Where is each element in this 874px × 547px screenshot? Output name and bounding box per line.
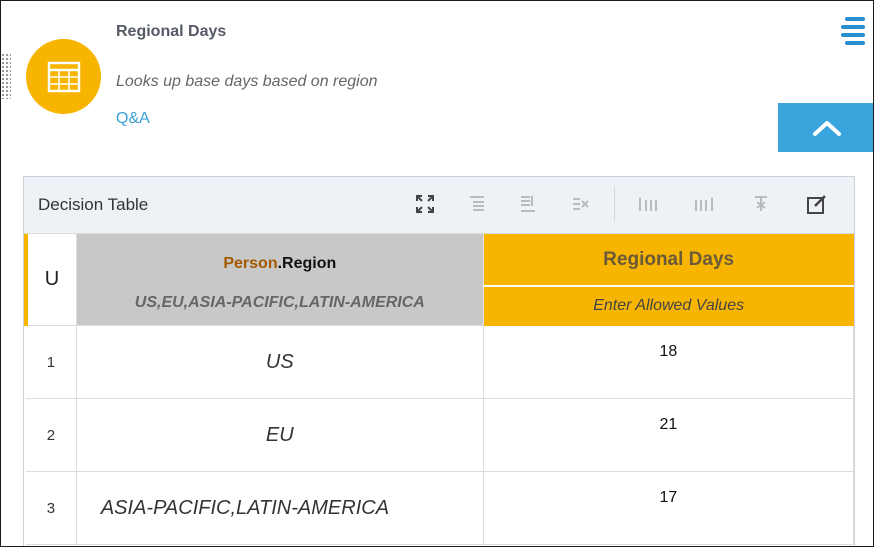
row-number: 1: [26, 325, 77, 399]
output-cell[interactable]: 21: [483, 398, 855, 472]
table-icon: [26, 39, 101, 114]
table-row: 1 US 18: [26, 325, 855, 399]
insert-column-left-icon[interactable]: [635, 191, 661, 217]
hit-policy-cell[interactable]: U: [23, 234, 77, 326]
decision-table: U Person.Region US,EU,ASIA-PACIFIC,LATIN…: [23, 234, 855, 545]
node-description: Looks up base days based on region: [116, 73, 378, 90]
output-column-header[interactable]: Regional Days: [482, 234, 854, 288]
output-cell[interactable]: 18: [483, 325, 855, 399]
insert-rule-below-icon[interactable]: [515, 191, 541, 217]
input-attribute: Region: [282, 255, 337, 272]
output-cell[interactable]: 17: [483, 471, 855, 545]
input-expression: Person.Region: [77, 255, 483, 273]
row-number: 2: [26, 398, 77, 472]
expand-icon[interactable]: [412, 191, 438, 217]
table-row: 2 EU 21: [26, 398, 855, 472]
input-object: Person: [223, 255, 278, 272]
drag-handle-icon[interactable]: [1, 53, 11, 99]
decision-table-panel: Decision Table: [23, 176, 855, 546]
input-cell[interactable]: ASIA-PACIFIC,LATIN-AMERICA: [76, 471, 484, 545]
qa-link[interactable]: Q&A: [116, 110, 150, 127]
edit-icon[interactable]: [804, 191, 830, 217]
output-allowed-values[interactable]: Enter Allowed Values: [482, 286, 854, 326]
input-separator: .: [277, 255, 283, 272]
table-row: 3 ASIA-PACIFIC,LATIN-AMERICA 17: [26, 471, 855, 545]
row-number: 3: [26, 471, 77, 545]
hamburger-menu-icon[interactable]: [839, 17, 867, 45]
input-cell[interactable]: US: [76, 325, 484, 399]
input-allowed-values: US,EU,ASIA-PACIFIC,LATIN-AMERICA: [134, 294, 425, 311]
toolbar-label: Decision Table: [38, 195, 149, 214]
delete-rule-icon[interactable]: [567, 191, 593, 217]
input-cell[interactable]: EU: [76, 398, 484, 472]
output-cell-value: 18: [659, 342, 678, 360]
node-title: Regional Days: [116, 23, 227, 40]
toolbar-separator: [614, 187, 615, 221]
output-cell-value: 17: [659, 489, 678, 506]
delete-column-icon[interactable]: [748, 191, 774, 217]
input-column-header[interactable]: Person.Region US,EU,ASIA-PACIFIC,LATIN-A…: [76, 234, 484, 326]
chevron-up-icon: [812, 120, 841, 136]
insert-column-right-icon[interactable]: [691, 191, 717, 217]
output-cell-value: 21: [659, 416, 678, 433]
decision-table-toolbar: Decision Table: [24, 177, 854, 234]
collapse-button[interactable]: [778, 103, 873, 152]
insert-rule-above-icon[interactable]: [464, 191, 490, 217]
